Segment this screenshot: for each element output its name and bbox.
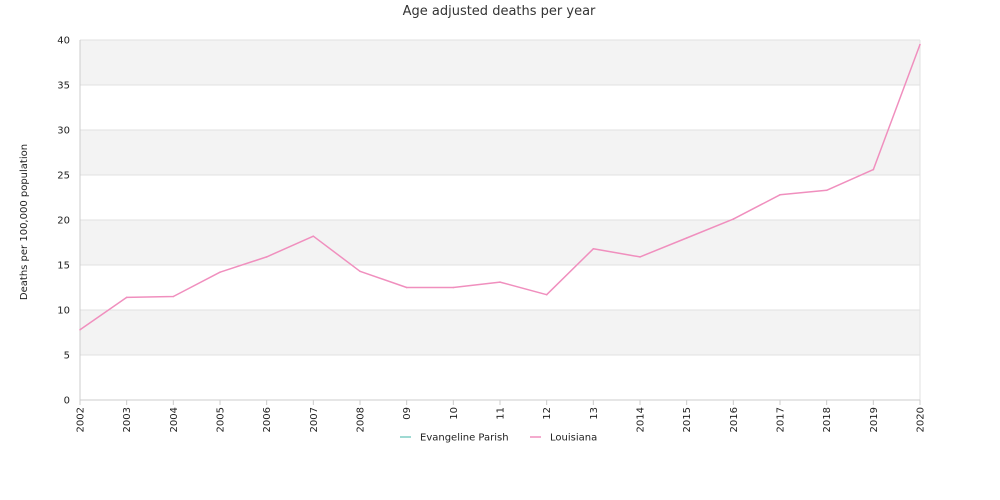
x-tick-label: 2008	[356, 407, 367, 432]
legend: Evangeline Parish Louisiana	[400, 433, 597, 444]
data-point	[732, 218, 735, 220]
y-tick-label: 10	[57, 306, 70, 317]
x-tick-label: 12	[542, 407, 553, 420]
plot-band	[80, 265, 920, 310]
data-point	[219, 271, 221, 274]
data-point	[639, 256, 641, 258]
chart-title: Age adjusted deaths per year	[403, 4, 596, 19]
y-axis-ticks: 0 5 10 15 20 25 30 35 40	[57, 36, 70, 407]
x-tick-label: 2003	[122, 407, 133, 432]
plot-background-bands	[80, 40, 920, 400]
x-tick-label: 2014	[636, 407, 647, 432]
y-tick-label: 30	[57, 126, 70, 137]
plot-band	[80, 40, 920, 85]
plot-band	[80, 220, 920, 265]
data-point	[779, 194, 781, 196]
x-tick-label: 2002	[76, 407, 87, 432]
x-tick-label: 11	[496, 407, 507, 420]
data-point	[265, 256, 268, 258]
x-tick-label: 2015	[682, 407, 693, 432]
y-tick-label: 0	[64, 396, 70, 407]
x-tick-label: 2005	[216, 407, 227, 432]
data-point	[125, 296, 128, 299]
x-tick-label: 2017	[776, 407, 787, 432]
legend-label: Louisiana	[550, 433, 597, 444]
y-tick-label: 5	[64, 351, 70, 362]
y-tick-label: 20	[57, 216, 70, 227]
y-tick-label: 25	[57, 171, 70, 182]
data-point	[312, 235, 315, 237]
data-point	[825, 189, 828, 192]
x-tick-label: 10	[449, 407, 460, 420]
data-point	[592, 248, 595, 250]
data-point	[919, 43, 921, 46]
y-tick-label: 15	[57, 261, 70, 272]
data-point	[499, 281, 501, 283]
x-tick-label: 2007	[309, 407, 320, 432]
data-point	[405, 286, 408, 289]
x-tick-label: 2004	[169, 407, 180, 432]
y-tick-label: 40	[57, 36, 70, 47]
x-axis-ticks: 2002 2003 2004 2005 2006 2007 2008 09 10 11 12 13 20…	[76, 400, 927, 432]
x-tick-label: 09	[402, 407, 413, 420]
data-point	[172, 295, 175, 298]
plot-band	[80, 85, 920, 130]
x-tick-label: 2018	[822, 407, 833, 432]
x-tick-label: 2016	[729, 407, 740, 432]
plot-band	[80, 130, 920, 175]
data-point	[545, 293, 548, 296]
legend-label: Evangeline Parish	[420, 433, 509, 444]
data-point	[872, 168, 875, 171]
plot-band	[80, 355, 920, 400]
x-tick-label: 2006	[262, 407, 273, 432]
x-tick-label: 2019	[869, 407, 880, 432]
data-point	[79, 329, 81, 331]
data-point	[452, 286, 455, 289]
y-tick-label: 35	[57, 81, 70, 92]
x-tick-label: 2020	[916, 407, 927, 432]
plot-band	[80, 175, 920, 220]
data-point	[685, 237, 688, 239]
plot-band	[80, 310, 920, 355]
x-tick-label: 13	[589, 407, 600, 420]
series-lines	[79, 43, 921, 331]
y-axis-label: Deaths per 100,000 population	[19, 144, 30, 300]
data-point	[359, 270, 361, 273]
